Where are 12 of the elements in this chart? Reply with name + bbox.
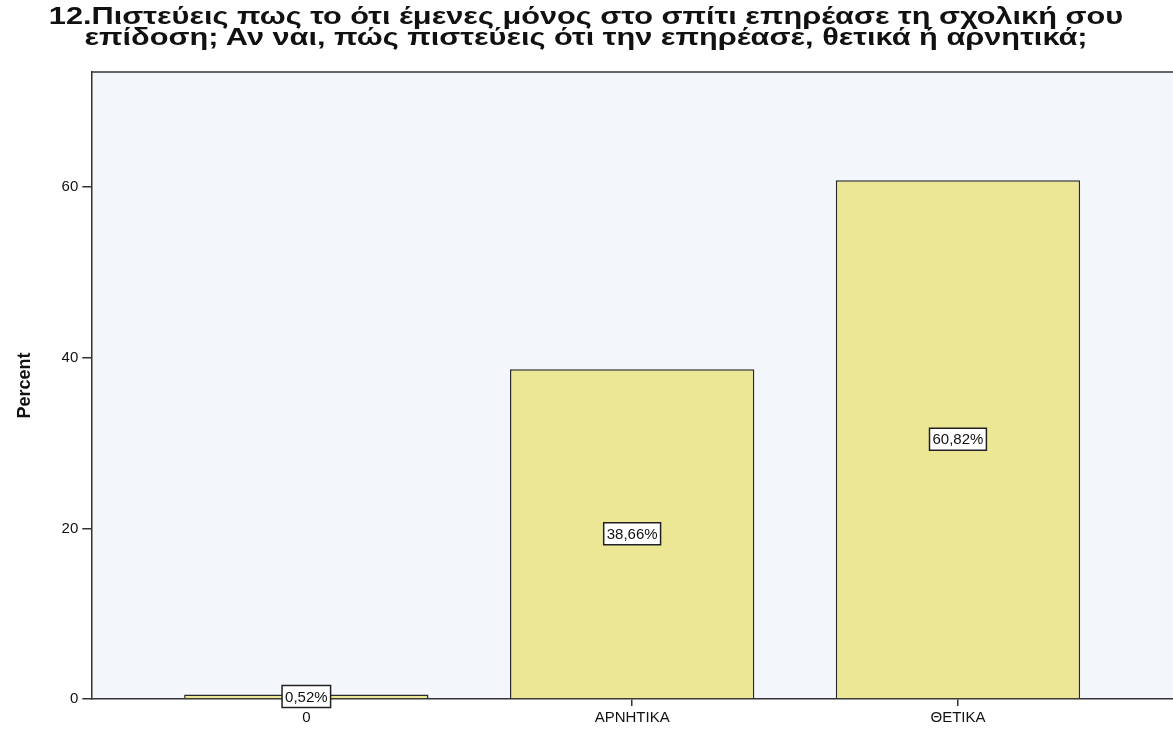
y-tick-label: 0 [69,689,79,707]
y-tick-label: 20 [61,518,79,536]
data-label: 38,66% [606,524,658,542]
x-tick-label: ΑΡΝΗΤΙΚΑ [594,708,670,726]
y-tick-label: 60 [61,177,79,195]
y-axis-title: Percent [13,352,34,419]
data-label: 60,82% [932,430,984,448]
y-tick-label: 40 [61,347,79,365]
x-tick-label: 0 [302,708,311,726]
data-label: 0,52% [285,687,328,705]
x-tick-label: ΘΕΤΙΚΑ [930,708,986,726]
chart-title: 12.Πιστεύεις πως το ότι έμενες μόνος στο σπίτι επηρέασε τη σχολική σου επίδοση; Αν ναι, πώς πιστεύεις ότι την επηρέασε, θετικά ή αρνητικά; [48,2,1124,50]
